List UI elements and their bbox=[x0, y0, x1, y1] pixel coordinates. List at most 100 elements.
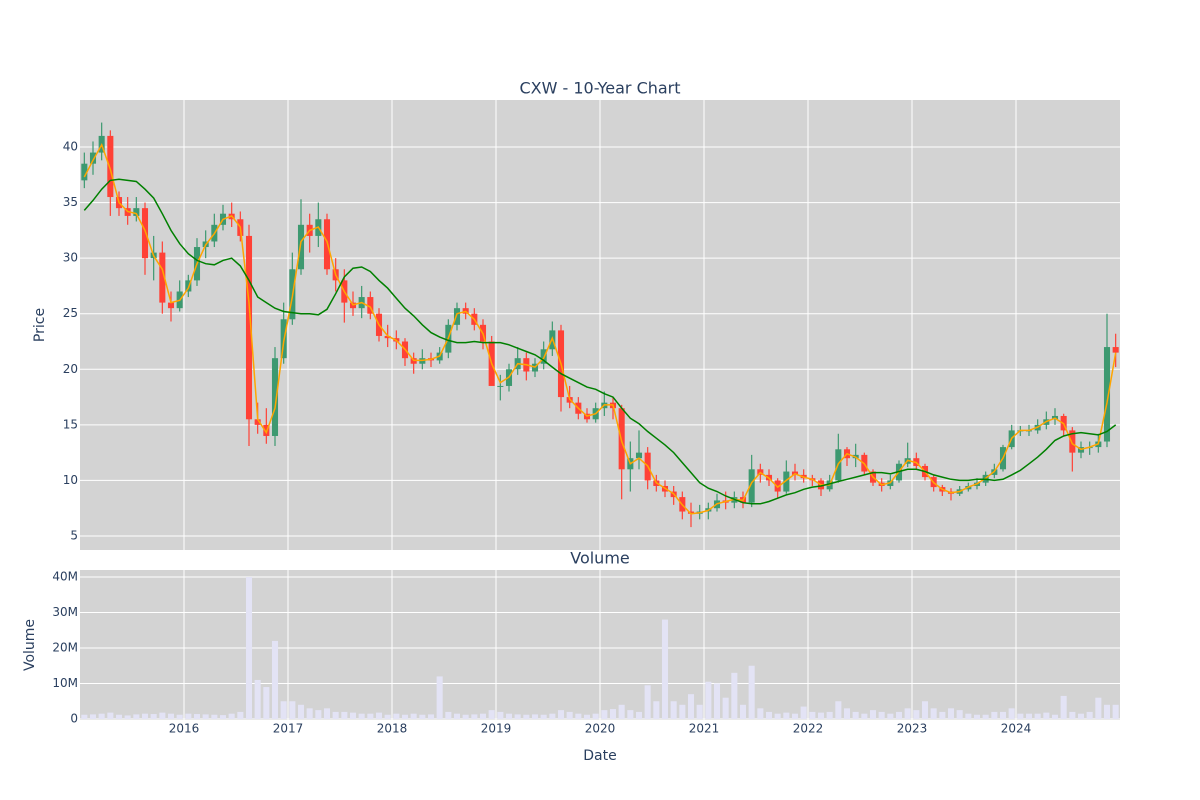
candle-body bbox=[687, 511, 695, 514]
candle-body bbox=[254, 419, 261, 425]
volume-bar bbox=[523, 714, 530, 720]
volume-bar bbox=[1060, 695, 1067, 720]
candle-body bbox=[367, 297, 374, 314]
volume-bar bbox=[930, 708, 937, 720]
volume-bar bbox=[601, 710, 608, 720]
volume-bar bbox=[748, 665, 755, 720]
volume-bar bbox=[852, 711, 859, 720]
volume-bar bbox=[124, 715, 131, 720]
y-axis-title: Price bbox=[32, 308, 48, 342]
volume-bar bbox=[167, 713, 175, 720]
volume-bar bbox=[185, 713, 192, 720]
candle-body bbox=[384, 335, 391, 339]
volume-bar bbox=[341, 711, 348, 720]
x-tick-label: 2019 bbox=[481, 722, 512, 736]
volume-bar bbox=[436, 676, 443, 720]
volume-bar bbox=[98, 713, 105, 720]
volume-bar bbox=[705, 681, 712, 720]
volume-bar bbox=[627, 710, 634, 720]
volume-bar bbox=[410, 713, 417, 720]
volume-bar bbox=[583, 714, 591, 720]
x-tick-label: 2018 bbox=[377, 722, 408, 736]
volume-bar bbox=[445, 711, 452, 720]
volume-bar bbox=[887, 713, 894, 720]
candle-body bbox=[453, 308, 461, 325]
volume-bar bbox=[323, 708, 331, 720]
volume-bar bbox=[904, 708, 911, 720]
volume-bar bbox=[453, 713, 461, 720]
volume-bar bbox=[471, 714, 478, 720]
volume-bar bbox=[757, 708, 764, 720]
y-axis-title: Volume bbox=[22, 619, 38, 671]
volume-bar bbox=[921, 701, 929, 720]
volume-bar bbox=[687, 694, 695, 720]
y-tick-label: 35 bbox=[63, 195, 78, 209]
volume-bar bbox=[315, 710, 322, 720]
volume-bar bbox=[549, 713, 556, 720]
volume-bar bbox=[878, 711, 885, 720]
volume-bar bbox=[566, 711, 573, 720]
y-tick-label: 0 bbox=[70, 712, 78, 726]
volume-bar bbox=[219, 715, 227, 720]
volume-bar bbox=[306, 708, 313, 720]
moving-average-line bbox=[83, 142, 1117, 515]
volume-bar bbox=[653, 701, 660, 720]
volume-bar bbox=[367, 713, 374, 720]
volume-bar bbox=[540, 714, 547, 720]
volume-bar bbox=[89, 714, 97, 720]
volume-bar bbox=[263, 687, 270, 720]
volume-bar bbox=[661, 619, 669, 720]
volume-bar bbox=[618, 704, 625, 720]
volume-bar bbox=[245, 576, 253, 720]
volume-bar bbox=[289, 701, 296, 720]
volume-bar bbox=[861, 713, 868, 720]
y-tick-label: 25 bbox=[63, 306, 78, 320]
volume-bar bbox=[159, 712, 166, 720]
volume-bar bbox=[774, 713, 781, 720]
volume-bar bbox=[393, 713, 400, 720]
x-axis-title: Date bbox=[583, 748, 616, 764]
volume-bar bbox=[965, 713, 972, 720]
volume-bar bbox=[514, 714, 521, 720]
candle-body bbox=[774, 480, 781, 492]
volume-bar bbox=[783, 712, 790, 720]
volume-bar bbox=[488, 710, 495, 720]
volume-bar bbox=[419, 714, 426, 720]
volume-bar bbox=[427, 714, 435, 720]
x-tick-label: 2024 bbox=[1001, 722, 1032, 736]
volume-bar bbox=[531, 714, 539, 720]
volume-bar bbox=[644, 685, 651, 720]
volume-bar bbox=[479, 713, 487, 720]
volume-bar bbox=[817, 712, 825, 720]
volume-bar bbox=[107, 712, 114, 720]
candle-body bbox=[1112, 347, 1119, 353]
volume-bar bbox=[150, 714, 157, 720]
candle-body bbox=[81, 163, 88, 181]
candle-body bbox=[107, 135, 114, 198]
volume-bar bbox=[713, 683, 721, 720]
volume-bar bbox=[557, 710, 565, 720]
candle-body bbox=[635, 452, 643, 459]
volume-bar bbox=[280, 701, 287, 720]
candle-body bbox=[783, 471, 790, 492]
volume-bar bbox=[843, 708, 851, 720]
candle-body bbox=[245, 235, 253, 420]
volume-bar bbox=[358, 713, 365, 720]
subplot-title: Volume bbox=[570, 549, 630, 568]
candle-body bbox=[271, 358, 279, 436]
volume-bar bbox=[332, 711, 339, 720]
x-tick-label: 2017 bbox=[273, 722, 304, 736]
volume-bar bbox=[670, 701, 677, 720]
volume-bar bbox=[1017, 713, 1024, 720]
volume-bar bbox=[349, 712, 357, 720]
volume-bar bbox=[765, 711, 773, 720]
y-tick-label: 20 bbox=[63, 362, 78, 376]
volume-bar bbox=[1086, 711, 1093, 720]
volume-bar bbox=[1069, 711, 1076, 720]
volume-bar bbox=[81, 714, 88, 720]
candle-body bbox=[1103, 347, 1111, 442]
chart-title: CXW - 10-Year Chart bbox=[519, 79, 680, 98]
x-tick-label: 2022 bbox=[793, 722, 824, 736]
y-tick-label: 20M bbox=[52, 641, 78, 655]
volume-bar bbox=[999, 711, 1007, 720]
